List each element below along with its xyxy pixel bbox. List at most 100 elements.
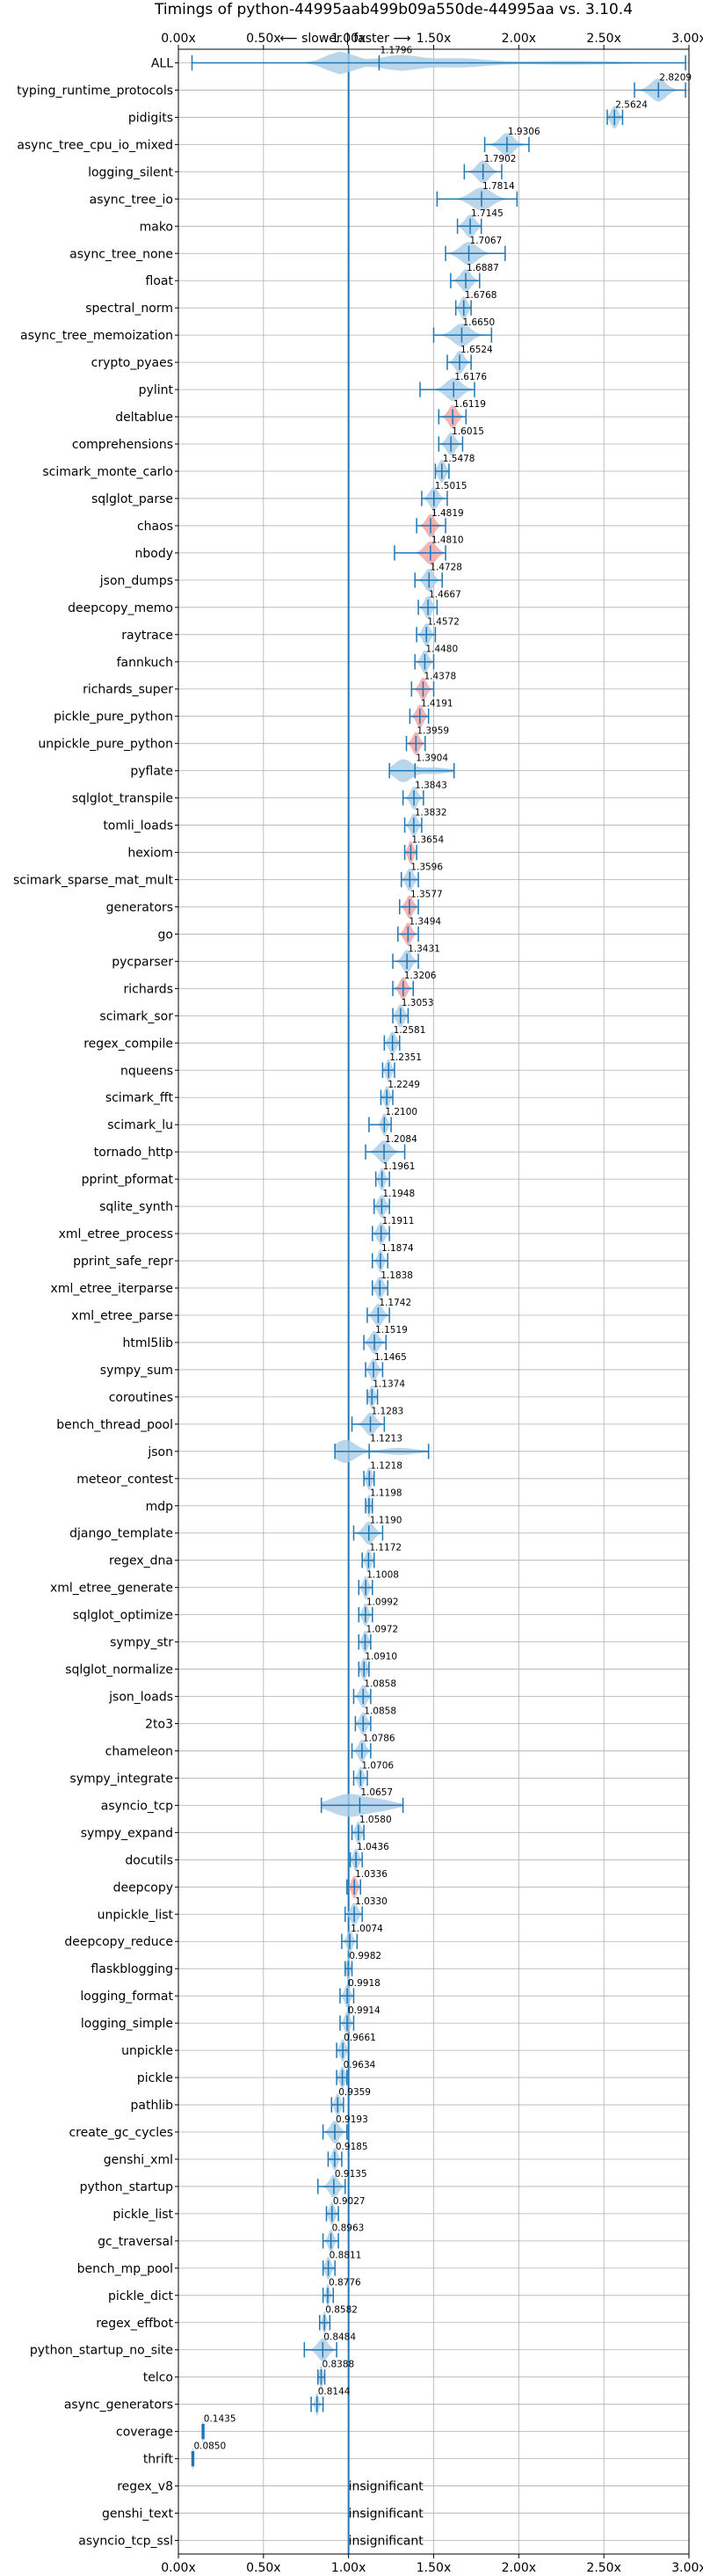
violin-nqueens: 1.2351: [381, 1052, 422, 1082]
violin-sympy_sum: 1.1465: [365, 1352, 407, 1381]
violin-mdp: 1.1198: [365, 1488, 402, 1517]
value-label: 0.8388: [322, 2360, 354, 2370]
violin-pidigits: 2.5624: [606, 99, 648, 129]
benchmark-label: raytrace: [121, 629, 173, 643]
value-label: 1.5478: [443, 454, 475, 464]
top-tick-label: 0.50x: [246, 32, 280, 46]
benchmark-label: python_startup: [80, 2180, 173, 2194]
benchmark-label: crypto_pyaes: [91, 356, 173, 370]
bottom-tick-label: 2.50x: [586, 2561, 620, 2575]
violin-xml_etree_generate: 1.1008: [358, 1570, 399, 1599]
benchmark-label: unpickle_list: [98, 1908, 174, 1922]
benchmark-label: mdp: [146, 1500, 174, 1514]
violin-python_startup_no_site: 0.8484: [303, 2332, 356, 2361]
violin-coverage: 0.1435: [201, 2413, 236, 2443]
benchmark-label: xml_etree_process: [59, 1227, 173, 1241]
top-tick-label: 3.00x: [671, 32, 703, 46]
value-label: 1.1519: [375, 1325, 408, 1335]
benchmark-label: mako: [140, 220, 173, 234]
violin-pickle_dict: 0.8776: [322, 2278, 361, 2307]
benchmark-label: coverage: [116, 2426, 173, 2440]
violin-2to3: 1.0858: [354, 1706, 396, 1736]
benchmark-label: deepcopy: [113, 1881, 173, 1895]
value-label: 0.8811: [330, 2251, 362, 2261]
value-label: 0.9359: [338, 2087, 371, 2098]
value-label: 1.7067: [470, 236, 503, 246]
value-label: 1.0706: [361, 1760, 394, 1771]
violin-json: 1.1213: [334, 1434, 430, 1463]
violin-float: 1.6887: [450, 263, 499, 293]
value-label: 1.1948: [382, 1189, 415, 1199]
value-label: 1.6768: [465, 290, 497, 301]
benchmark-label: python_startup_no_site: [30, 2344, 173, 2358]
value-label: 1.1190: [370, 1516, 402, 1526]
violin-tomli_loads: 1.3832: [403, 807, 447, 837]
benchmark-label: nqueens: [120, 1064, 173, 1078]
value-label: 1.3577: [410, 889, 443, 899]
violin-gc_traversal: 0.8963: [322, 2223, 364, 2252]
benchmark-label: richards_super: [83, 683, 173, 697]
value-label: 1.4378: [424, 672, 456, 682]
value-label: 1.7902: [484, 154, 517, 164]
benchmark-label: sqlite_synth: [99, 1200, 173, 1214]
violin-json_dumps: 1.4728: [414, 563, 462, 592]
violin-chaos: 1.4819: [416, 508, 464, 537]
value-label: 1.4191: [421, 699, 453, 709]
value-label: 1.1008: [366, 1570, 399, 1581]
violin-sympy_str: 1.0972: [358, 1624, 398, 1654]
benchmark-label: create_gc_cycles: [69, 2126, 173, 2140]
value-label: 0.8484: [323, 2332, 356, 2343]
benchmark-label: scimark_fft: [105, 1091, 174, 1105]
benchmark-label: pyflate: [130, 765, 173, 779]
benchmark-label: typing_runtime_protocols: [17, 84, 173, 98]
benchmark-label: pickle: [137, 2071, 173, 2085]
violin-bench_thread_pool: 1.1283: [351, 1407, 403, 1436]
benchmark-label: coroutines: [109, 1391, 173, 1405]
benchmark-label: pickle_list: [112, 2208, 173, 2222]
value-label: 1.6524: [460, 345, 493, 355]
value-label: 1.1838: [380, 1270, 413, 1281]
value-label: 1.1198: [370, 1488, 402, 1499]
value-label: 1.1172: [369, 1543, 402, 1554]
benchmark-label: sympy_integrate: [69, 1772, 173, 1786]
insignificant-label: insignificant: [349, 2480, 424, 2494]
benchmark-label: ALL: [151, 56, 173, 70]
direction-label: ⟵ slower | faster ⟶: [280, 32, 411, 46]
violin-spectral_norm: 1.6768: [454, 290, 497, 320]
value-label: 1.3832: [415, 807, 447, 818]
benchmark-label: pylint: [139, 383, 174, 397]
violin-unpickle: 0.9661: [336, 2033, 376, 2063]
benchmark-label: genshi_text: [102, 2507, 174, 2521]
benchmark-label: chaos: [137, 520, 173, 534]
violin-pickle_pure_python: 1.4191: [409, 699, 453, 728]
violin-unpickle_list: 1.0330: [344, 1896, 388, 1926]
benchmark-label: deepcopy_memo: [68, 601, 173, 615]
plot-frame: [178, 48, 690, 2555]
axis-ticks: 0.00x 0.00x 0.50x 0.50x 1.00x 1.00x 1.50x 1.50x…: [161, 32, 703, 2575]
violin-sqlglot_optimize: 1.0992: [358, 1597, 399, 1626]
benchmark-label: pickle_pure_python: [54, 710, 173, 724]
value-label: 1.0657: [360, 1787, 393, 1798]
value-label: 1.5015: [435, 481, 467, 491]
value-label: 1.0336: [355, 1869, 388, 1880]
violin-flaskblogging: 0.9982: [344, 1951, 381, 1981]
benchmark-label: 2to3: [145, 1717, 173, 1731]
value-label: 1.4480: [425, 644, 458, 655]
value-label: 1.3904: [416, 753, 448, 763]
value-label: 1.2100: [385, 1107, 417, 1117]
benchmark-label: tomli_loads: [103, 819, 173, 833]
violin-fannkuch: 1.4480: [414, 644, 458, 673]
benchmark-label: async_generators: [64, 2398, 173, 2412]
benchmark-label: generators: [106, 900, 173, 914]
violin-pycparser: 1.3431: [392, 943, 440, 973]
violin-async_tree_memoization: 1.6650: [432, 317, 495, 347]
violin-regex_effbot: 0.8582: [318, 2305, 358, 2334]
violin-xml_etree_process: 1.1911: [372, 1216, 414, 1246]
bottom-tick-label: 0.50x: [246, 2561, 280, 2575]
benchmark-label: sqlglot_normalize: [65, 1663, 173, 1677]
violin-nbody: 1.4810: [394, 535, 464, 564]
benchmark-label: fannkuch: [117, 656, 173, 670]
violin-sympy_integrate: 1.0706: [352, 1760, 394, 1790]
value-label: 1.3494: [409, 916, 441, 927]
violin-deltablue: 1.6119: [438, 399, 486, 429]
